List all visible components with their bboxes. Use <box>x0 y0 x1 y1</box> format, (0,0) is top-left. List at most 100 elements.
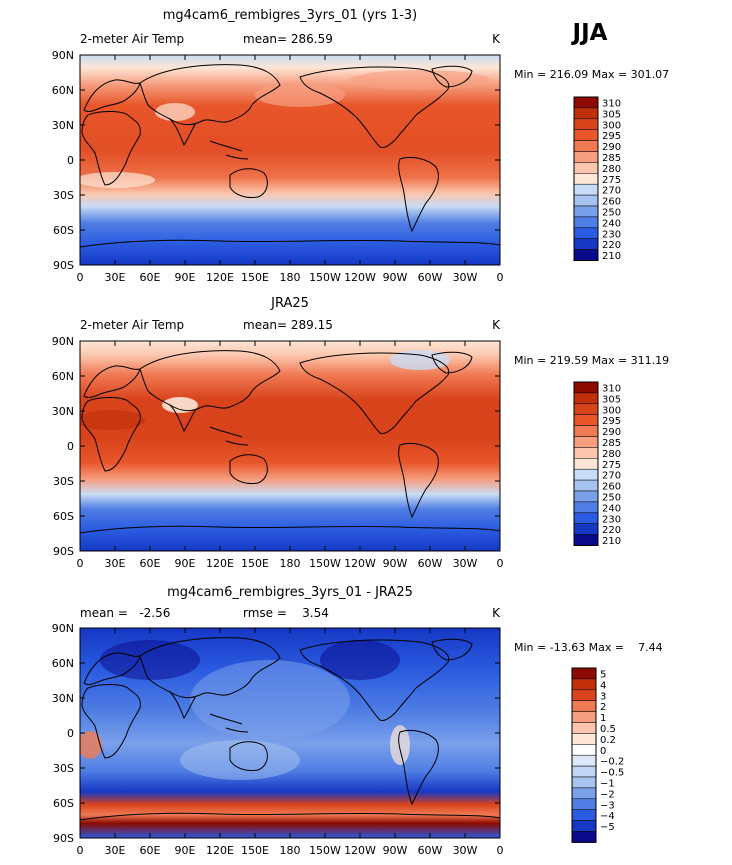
colorbar-label: 240 <box>602 218 621 229</box>
lon-tick-label: 60W <box>418 844 443 857</box>
colorbar-swatch <box>573 381 599 394</box>
lat-tick-label: 90S <box>53 832 74 845</box>
colorbar-swatch <box>571 700 597 712</box>
colorbar-label: 0.5 <box>600 724 616 735</box>
lat-tick-label: 60N <box>52 657 74 670</box>
lat-tick-label: 0 <box>67 154 74 167</box>
panel-title: mg4cam6_rembigres_3yrs_01 (yrs 1-3) <box>163 8 417 23</box>
lat-tick-label: 90N <box>52 49 74 62</box>
colorbar-label: 285 <box>602 153 621 164</box>
lon-tick-label: 60W <box>418 271 443 284</box>
colorbar-swatch <box>571 667 597 680</box>
colorbar-swatch <box>571 776 597 789</box>
colorbar-label: −4 <box>600 811 615 822</box>
lat-tick-label: 30S <box>53 762 74 775</box>
lat-tick-label: 30N <box>52 405 74 418</box>
map-field <box>80 628 500 838</box>
colorbar-label: 300 <box>602 120 621 131</box>
colorbar-swatch <box>573 140 599 152</box>
colorbar-frame <box>573 96 599 261</box>
colorbar-swatch <box>571 711 597 723</box>
lon-tick-label: 30W <box>453 271 478 284</box>
colorbar-label: −0.2 <box>600 757 624 768</box>
colorbar-swatch <box>573 392 599 405</box>
lon-tick-label: 30W <box>453 557 478 570</box>
map-field <box>80 341 500 551</box>
colorbar-swatch <box>571 765 597 778</box>
colorbar-swatch <box>571 798 597 810</box>
colorbar-label: 270 <box>602 471 621 482</box>
lon-tick-label: 0 <box>77 844 84 857</box>
colorbar-swatch <box>571 678 597 691</box>
lon-tick-label: 150E <box>241 271 269 284</box>
lat-tick-label: 60S <box>53 797 74 810</box>
field-label: 2-meter Air Temp <box>80 32 184 46</box>
colorbar-label: 260 <box>602 197 621 208</box>
lon-tick-label: 0 <box>497 844 504 857</box>
colorbar-label: −1 <box>600 778 615 789</box>
colorbar-swatch <box>571 733 597 745</box>
lon-tick-label: 180 <box>280 844 301 857</box>
lon-tick-label: 30W <box>453 844 478 857</box>
lon-tick-label: 60E <box>140 557 161 570</box>
colorbar-label: 280 <box>602 449 621 460</box>
colorbar-swatch <box>573 151 599 163</box>
colorbar-swatch <box>573 238 599 250</box>
colorbar-swatch <box>573 447 599 459</box>
colorbar-label: 270 <box>602 186 621 197</box>
colorbar-swatch <box>573 512 599 524</box>
lon-tick-label: 0 <box>77 271 84 284</box>
lon-tick-label: 120E <box>206 271 234 284</box>
rmse-label: rmse = 3.54 <box>243 606 329 620</box>
colorbar-label: 305 <box>602 109 621 120</box>
colorbar-label: 230 <box>602 229 621 240</box>
map-field <box>80 55 500 265</box>
lon-tick-label: 90E <box>175 844 196 857</box>
lon-tick-label: 30E <box>105 271 126 284</box>
colorbar-label: 295 <box>602 131 621 142</box>
colorbar-label: 300 <box>602 405 621 416</box>
lat-tick-label: 60N <box>52 370 74 383</box>
lon-tick-label: 150E <box>241 557 269 570</box>
colorbar-label: 250 <box>602 207 621 218</box>
colorbar-label: 310 <box>602 98 621 109</box>
lat-tick-label: 60N <box>52 84 74 97</box>
lon-tick-label: 60W <box>418 557 443 570</box>
colorbar-swatch <box>573 107 599 120</box>
lon-tick-label: 120W <box>344 844 376 857</box>
colorbar-label: 0.2 <box>600 735 616 746</box>
colorbar-swatch <box>573 414 599 426</box>
colorbar-swatch <box>573 501 599 514</box>
lon-tick-label: 30E <box>105 557 126 570</box>
colorbar-swatch <box>571 809 597 821</box>
lon-tick-label: 150W <box>309 844 341 857</box>
lat-tick-label: 60S <box>53 510 74 523</box>
lon-tick-label: 180 <box>280 557 301 570</box>
colorbar-label: 275 <box>602 460 621 471</box>
season-label: JJA <box>571 20 608 46</box>
colorbar-swatch <box>573 183 599 196</box>
lat-tick-label: 0 <box>67 440 74 453</box>
panel-title: mg4cam6_rembigres_3yrs_01 - JRA25 <box>167 585 413 600</box>
colorbar-swatch <box>573 249 599 261</box>
panel-title: JRA25 <box>270 296 309 311</box>
colorbar-label: 210 <box>602 251 621 262</box>
colorbar-label: −5 <box>600 822 615 833</box>
panel-diff: mg4cam6_rembigres_3yrs_01 - JRA25 mean =… <box>52 585 663 857</box>
panel-obs: JRA25 2-meter Air Temp mean= 289.15 K 0 3… <box>52 296 669 570</box>
colorbar-label: 250 <box>602 492 621 503</box>
colorbar-label: 3 <box>600 691 606 702</box>
lon-tick-label: 60E <box>140 844 161 857</box>
lon-tick-label: 60E <box>140 271 161 284</box>
colorbar-swatch <box>573 458 599 470</box>
lon-tick-label: 90E <box>175 271 196 284</box>
lat-tick-label: 90S <box>53 259 74 272</box>
colorbar-label: 280 <box>602 164 621 175</box>
lat-tick-label: 0 <box>67 727 74 740</box>
colorbar-label: 240 <box>602 503 621 514</box>
colorbar-swatch <box>571 744 597 756</box>
colorbar-swatch <box>571 722 597 734</box>
colorbar-label: 260 <box>602 482 621 493</box>
lon-tick-label: 90W <box>383 271 408 284</box>
